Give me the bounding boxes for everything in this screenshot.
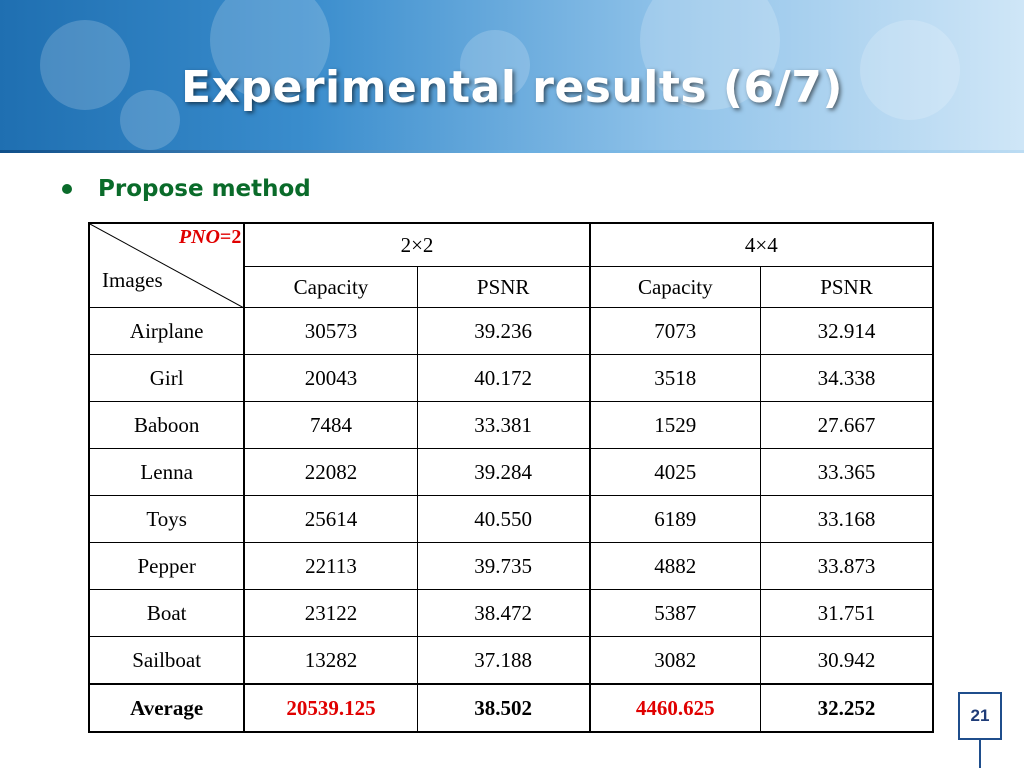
cell-capacity-4x4: 5387 [589, 589, 761, 637]
cell-psnr-4x4: 33.168 [759, 495, 934, 543]
bullet-dot-icon [62, 184, 72, 194]
table-row: Sailboat 13282 37.188 3082 30.942 [88, 636, 934, 685]
subheader-capacity: Capacity [589, 266, 761, 308]
header-row-groups: PNO=2 Images 2×2 4×4 [88, 222, 934, 308]
cell-capacity-2x2: 20043 [243, 354, 418, 402]
cell-capacity-4x4: 6189 [589, 495, 761, 543]
cell-psnr-4x4: 31.751 [759, 589, 934, 637]
image-name: Pepper [88, 542, 246, 590]
cell-capacity-4x4: 7073 [589, 307, 761, 355]
cell-capacity-2x2: 23122 [243, 589, 418, 637]
corner-header-cell: PNO=2 Images [88, 222, 246, 308]
table-row: Lenna 22082 39.284 4025 33.365 [88, 448, 934, 496]
cell-psnr-4x4: 27.667 [759, 401, 934, 449]
subheader-psnr: PSNR [759, 266, 934, 308]
table-row: Toys 25614 40.550 6189 33.168 [88, 495, 934, 543]
image-name: Baboon [88, 401, 246, 449]
table-row: Pepper 22113 39.735 4882 33.873 [88, 542, 934, 590]
average-row: Average 20539.125 38.502 4460.625 32.252 [88, 683, 934, 733]
bullet-text: Propose method [98, 176, 311, 202]
cell-psnr-4x4: 32.914 [759, 307, 934, 355]
subheader-capacity: Capacity [243, 266, 418, 308]
cell-psnr-2x2: 40.550 [416, 495, 591, 543]
average-label: Average [88, 683, 246, 733]
avg-capacity-4x4: 4460.625 [589, 683, 761, 733]
cell-psnr-2x2: 39.236 [416, 307, 591, 355]
page-number: 21 [958, 692, 1002, 740]
cell-capacity-2x2: 22082 [243, 448, 418, 496]
cell-psnr-2x2: 39.735 [416, 542, 591, 590]
cell-psnr-2x2: 39.284 [416, 448, 591, 496]
cell-psnr-4x4: 33.873 [759, 542, 934, 590]
bullet-item: Propose method [62, 176, 311, 202]
cell-capacity-4x4: 4882 [589, 542, 761, 590]
cell-capacity-2x2: 25614 [243, 495, 418, 543]
cell-capacity-2x2: 22113 [243, 542, 418, 590]
table-row: Airplane 30573 39.236 7073 32.914 [88, 307, 934, 355]
cell-psnr-2x2: 33.381 [416, 401, 591, 449]
image-name: Boat [88, 589, 246, 637]
banner-divider [0, 150, 1024, 153]
table-row: Girl 20043 40.172 3518 34.338 [88, 354, 934, 402]
page-number-stem [979, 740, 981, 768]
cell-psnr-4x4: 33.365 [759, 448, 934, 496]
image-name: Sailboat [88, 636, 246, 685]
cell-capacity-2x2: 13282 [243, 636, 418, 685]
cell-capacity-4x4: 4025 [589, 448, 761, 496]
cell-capacity-4x4: 3082 [589, 636, 761, 685]
diagonal-divider [90, 224, 244, 308]
title-banner [0, 0, 1024, 152]
avg-capacity-2x2: 20539.125 [243, 683, 418, 733]
image-name: Girl [88, 354, 246, 402]
table-row: Boat 23122 38.472 5387 31.751 [88, 589, 934, 637]
cell-psnr-2x2: 37.188 [416, 636, 591, 685]
avg-psnr-2x2: 38.502 [416, 683, 591, 733]
image-name: Airplane [88, 307, 246, 355]
avg-psnr-4x4: 32.252 [759, 683, 934, 733]
cell-capacity-2x2: 30573 [243, 307, 418, 355]
image-name: Lenna [88, 448, 246, 496]
results-table: PNO=2 Images 2×2 4×4 Capacity PSNR Capac… [88, 222, 934, 733]
subheader-psnr: PSNR [416, 266, 591, 308]
group-header-2x2: 2×2 [243, 222, 591, 267]
cell-capacity-4x4: 3518 [589, 354, 761, 402]
cell-psnr-4x4: 34.338 [759, 354, 934, 402]
cell-capacity-2x2: 7484 [243, 401, 418, 449]
cell-psnr-2x2: 40.172 [416, 354, 591, 402]
slide-title: Experimental results (6/7) [181, 62, 843, 113]
cell-psnr-4x4: 30.942 [759, 636, 934, 685]
pno-label: PNO=2 [178, 226, 242, 248]
cell-psnr-2x2: 38.472 [416, 589, 591, 637]
images-label: Images [102, 268, 163, 292]
cell-capacity-4x4: 1529 [589, 401, 761, 449]
image-name: Toys [88, 495, 246, 543]
group-header-4x4: 4×4 [589, 222, 934, 267]
table-row: Baboon 7484 33.381 1529 27.667 [88, 401, 934, 449]
